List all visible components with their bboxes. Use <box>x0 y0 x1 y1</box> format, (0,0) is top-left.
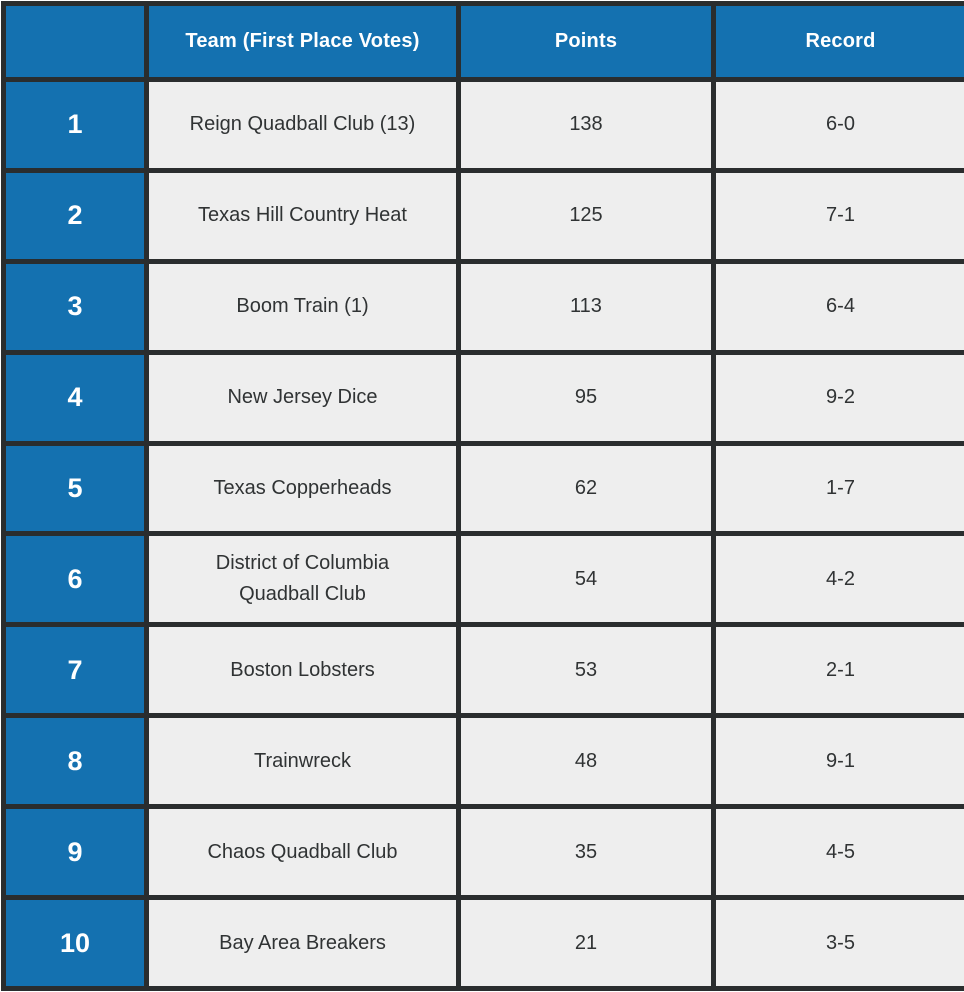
table-body: 1 Reign Quadball Club (13) 138 6-0 2 Tex… <box>1 77 964 991</box>
table-row: 8 Trainwreck 48 9-1 <box>1 713 964 810</box>
rank-cell: 8 <box>1 713 149 810</box>
rank-cell: 3 <box>1 258 149 355</box>
record-cell: 3-5 <box>711 895 964 991</box>
team-cell: Reign Quadball Club (13) <box>144 77 461 173</box>
points-cell: 95 <box>456 349 716 446</box>
table-row: 3 Boom Train (1) 113 6-4 <box>1 258 964 355</box>
team-cell: Bay Area Breakers <box>144 895 461 991</box>
team-cell: Chaos Quadball Club <box>144 804 461 901</box>
record-cell: 9-2 <box>711 349 964 446</box>
rank-cell: 1 <box>1 77 149 173</box>
team-cell: District of Columbia Quadball Club <box>144 531 461 628</box>
header-rank-blank <box>1 1 149 82</box>
team-cell: Boom Train (1) <box>144 258 461 355</box>
table-header: Team (First Place Votes) Points Record <box>1 1 964 82</box>
team-cell: New Jersey Dice <box>144 349 461 446</box>
points-cell: 35 <box>456 804 716 901</box>
rank-cell: 6 <box>1 531 149 628</box>
header-team: Team (First Place Votes) <box>144 1 461 82</box>
table-row: 7 Boston Lobsters 53 2-1 <box>1 622 964 719</box>
record-cell: 4-5 <box>711 804 964 901</box>
points-cell: 21 <box>456 895 716 991</box>
header-points: Points <box>456 1 716 82</box>
points-cell: 138 <box>456 77 716 173</box>
record-cell: 6-0 <box>711 77 964 173</box>
points-cell: 54 <box>456 531 716 628</box>
table-row: 2 Texas Hill Country Heat 125 7-1 <box>1 167 964 264</box>
record-cell: 9-1 <box>711 713 964 810</box>
record-cell: 6-4 <box>711 258 964 355</box>
rank-cell: 10 <box>1 895 149 991</box>
rank-cell: 9 <box>1 804 149 901</box>
points-cell: 125 <box>456 167 716 264</box>
record-cell: 4-2 <box>711 531 964 628</box>
team-cell: Texas Hill Country Heat <box>144 167 461 264</box>
rank-cell: 5 <box>1 440 149 537</box>
team-cell: Boston Lobsters <box>144 622 461 719</box>
record-cell: 7-1 <box>711 167 964 264</box>
record-cell: 2-1 <box>711 622 964 719</box>
table-row: 5 Texas Copperheads 62 1-7 <box>1 440 964 537</box>
table-row: 4 New Jersey Dice 95 9-2 <box>1 349 964 446</box>
rank-cell: 2 <box>1 167 149 264</box>
points-cell: 113 <box>456 258 716 355</box>
points-cell: 53 <box>456 622 716 719</box>
table-row: 1 Reign Quadball Club (13) 138 6-0 <box>1 77 964 173</box>
header-record: Record <box>711 1 964 82</box>
points-cell: 48 <box>456 713 716 810</box>
table-row: 6 District of Columbia Quadball Club 54 … <box>1 531 964 628</box>
team-cell: Texas Copperheads <box>144 440 461 537</box>
header-row: Team (First Place Votes) Points Record <box>1 1 964 82</box>
table-row: 9 Chaos Quadball Club 35 4-5 <box>1 804 964 901</box>
team-cell: Trainwreck <box>144 713 461 810</box>
record-cell: 1-7 <box>711 440 964 537</box>
rank-cell: 7 <box>1 622 149 719</box>
rank-cell: 4 <box>1 349 149 446</box>
table-row: 10 Bay Area Breakers 21 3-5 <box>1 895 964 991</box>
points-cell: 62 <box>456 440 716 537</box>
